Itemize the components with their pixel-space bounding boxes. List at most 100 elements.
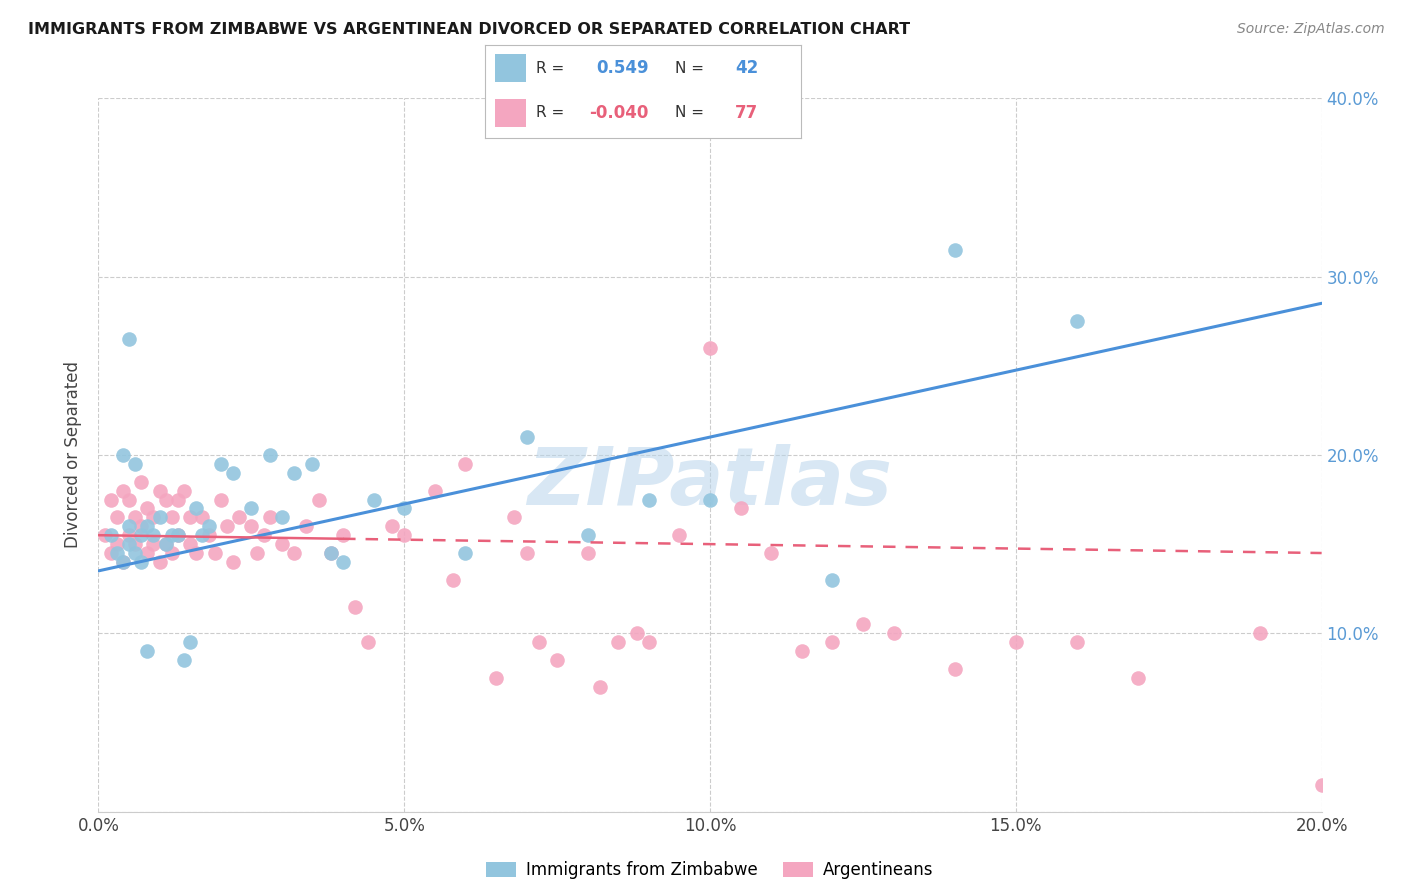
Point <box>191 528 214 542</box>
Point <box>105 546 128 560</box>
Point <box>319 546 342 560</box>
Point <box>228 510 250 524</box>
Point <box>124 546 146 560</box>
Point <box>155 537 177 551</box>
Point <box>186 501 208 516</box>
Point <box>637 635 661 649</box>
Point <box>124 537 146 551</box>
Point <box>179 635 201 649</box>
Point <box>332 528 354 542</box>
Point <box>111 448 134 462</box>
Point <box>149 483 172 498</box>
Point <box>607 635 630 649</box>
Point <box>118 332 141 346</box>
Point <box>246 546 269 560</box>
Point <box>332 555 354 569</box>
Point <box>160 546 183 560</box>
Point <box>118 528 141 542</box>
Point <box>155 537 177 551</box>
Point <box>173 653 195 667</box>
Point <box>129 528 152 542</box>
Point <box>142 510 165 524</box>
Point <box>111 555 134 569</box>
Point <box>516 430 538 444</box>
Text: 42: 42 <box>735 60 758 78</box>
Point <box>527 635 550 649</box>
Point <box>344 599 367 614</box>
Point <box>186 546 208 560</box>
Point <box>319 546 342 560</box>
Point <box>197 519 219 533</box>
Point <box>485 671 508 685</box>
Point <box>668 528 690 542</box>
Text: IMMIGRANTS FROM ZIMBABWE VS ARGENTINEAN DIVORCED OR SEPARATED CORRELATION CHART: IMMIGRANTS FROM ZIMBABWE VS ARGENTINEAN … <box>28 22 910 37</box>
Point <box>1004 635 1026 649</box>
Point <box>197 528 219 542</box>
Point <box>546 653 568 667</box>
Point <box>179 537 201 551</box>
Point <box>204 546 226 560</box>
Point <box>392 528 416 542</box>
Point <box>295 519 318 533</box>
Point <box>252 528 274 542</box>
Point <box>308 492 330 507</box>
Point <box>270 537 292 551</box>
Point <box>576 546 599 560</box>
Point <box>589 680 612 694</box>
Point <box>240 501 263 516</box>
Point <box>173 483 195 498</box>
Point <box>100 546 122 560</box>
Point <box>129 555 152 569</box>
Point <box>356 635 378 649</box>
Text: R =: R = <box>536 61 564 76</box>
Point <box>100 492 122 507</box>
Point <box>240 519 263 533</box>
Point <box>124 457 146 471</box>
Point <box>149 510 172 524</box>
Point <box>118 492 141 507</box>
Text: N =: N = <box>675 105 704 120</box>
Point <box>759 546 782 560</box>
Point <box>576 528 599 542</box>
Point <box>215 519 238 533</box>
Text: 0.549: 0.549 <box>596 60 648 78</box>
Point <box>699 492 721 507</box>
Point <box>259 510 281 524</box>
Point <box>283 546 305 560</box>
Point <box>852 617 875 632</box>
Legend: Immigrants from Zimbabwe, Argentineans: Immigrants from Zimbabwe, Argentineans <box>479 855 941 886</box>
Point <box>423 483 446 498</box>
Point <box>167 528 190 542</box>
Point <box>129 519 152 533</box>
Point <box>943 243 966 257</box>
FancyBboxPatch shape <box>495 99 526 127</box>
Point <box>301 457 323 471</box>
Point <box>454 546 477 560</box>
Point <box>129 475 152 489</box>
FancyBboxPatch shape <box>495 54 526 82</box>
Point <box>167 492 190 507</box>
Point <box>209 492 232 507</box>
Point <box>821 635 844 649</box>
Point <box>283 466 305 480</box>
Point <box>111 483 134 498</box>
Point <box>118 519 141 533</box>
Point <box>1249 626 1271 640</box>
Point <box>1310 778 1333 792</box>
Point <box>167 528 190 542</box>
Point <box>381 519 404 533</box>
Point <box>259 448 281 462</box>
Point <box>155 492 177 507</box>
Point <box>1066 635 1088 649</box>
Point <box>821 573 844 587</box>
Point <box>124 510 146 524</box>
Point <box>105 537 128 551</box>
Point <box>136 519 159 533</box>
Text: N =: N = <box>675 61 704 76</box>
Point <box>149 555 172 569</box>
Point <box>160 510 183 524</box>
Point <box>363 492 385 507</box>
Point <box>790 644 813 658</box>
Point <box>222 466 245 480</box>
Point <box>179 510 201 524</box>
